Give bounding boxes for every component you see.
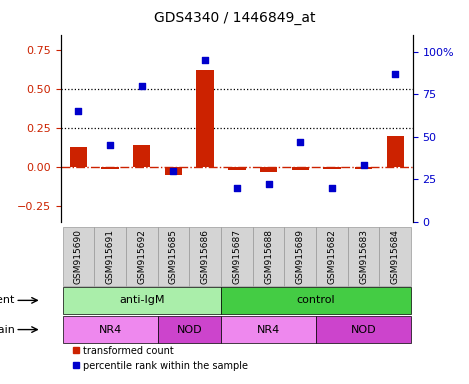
- Bar: [386, 136, 404, 167]
- Bar: [133, 145, 151, 167]
- Text: NOD: NOD: [351, 324, 377, 334]
- Bar: [221, 287, 411, 313]
- Text: NR4: NR4: [98, 324, 122, 334]
- Bar: [355, 167, 372, 169]
- Bar: [221, 316, 316, 343]
- Text: GSM915690: GSM915690: [74, 229, 83, 284]
- Text: GSM915682: GSM915682: [327, 229, 336, 284]
- Text: anti-IgM: anti-IgM: [119, 295, 165, 305]
- Bar: [292, 167, 309, 170]
- Text: GSM915683: GSM915683: [359, 229, 368, 284]
- Bar: [316, 316, 411, 343]
- Point: [265, 181, 272, 187]
- Point: [106, 142, 114, 148]
- Bar: [158, 227, 189, 286]
- Point: [328, 184, 336, 190]
- Point: [138, 83, 145, 89]
- Bar: [94, 227, 126, 286]
- Point: [360, 162, 367, 169]
- Bar: [165, 167, 182, 175]
- Text: strain: strain: [0, 324, 15, 334]
- Text: agent: agent: [0, 295, 15, 305]
- Bar: [221, 227, 253, 286]
- Text: NOD: NOD: [176, 324, 202, 334]
- Text: GSM915686: GSM915686: [201, 229, 210, 284]
- Bar: [197, 70, 214, 167]
- Text: GSM915685: GSM915685: [169, 229, 178, 284]
- Text: GSM915688: GSM915688: [264, 229, 273, 284]
- Text: control: control: [297, 295, 335, 305]
- Point: [170, 167, 177, 174]
- Point: [392, 71, 399, 77]
- Point: [233, 184, 241, 190]
- Bar: [189, 227, 221, 286]
- Bar: [253, 227, 284, 286]
- Text: GSM915689: GSM915689: [296, 229, 305, 284]
- Text: GSM915691: GSM915691: [106, 229, 114, 284]
- Bar: [101, 167, 119, 169]
- Bar: [70, 147, 87, 167]
- Bar: [62, 227, 94, 286]
- Bar: [323, 167, 340, 169]
- Bar: [348, 227, 379, 286]
- Text: GSM915687: GSM915687: [232, 229, 242, 284]
- Bar: [228, 167, 246, 170]
- Bar: [379, 227, 411, 286]
- Bar: [284, 227, 316, 286]
- Text: GDS4340 / 1446849_at: GDS4340 / 1446849_at: [154, 11, 315, 25]
- Text: GSM915684: GSM915684: [391, 229, 400, 284]
- Bar: [158, 316, 221, 343]
- Point: [296, 139, 304, 145]
- Point: [75, 108, 82, 114]
- Text: NR4: NR4: [257, 324, 280, 334]
- Bar: [62, 287, 221, 313]
- Bar: [316, 227, 348, 286]
- Legend: transformed count, percentile rank within the sample: transformed count, percentile rank withi…: [73, 346, 248, 371]
- Bar: [260, 167, 277, 172]
- Bar: [126, 227, 158, 286]
- Bar: [62, 316, 158, 343]
- Point: [201, 57, 209, 63]
- Text: GSM915692: GSM915692: [137, 229, 146, 284]
